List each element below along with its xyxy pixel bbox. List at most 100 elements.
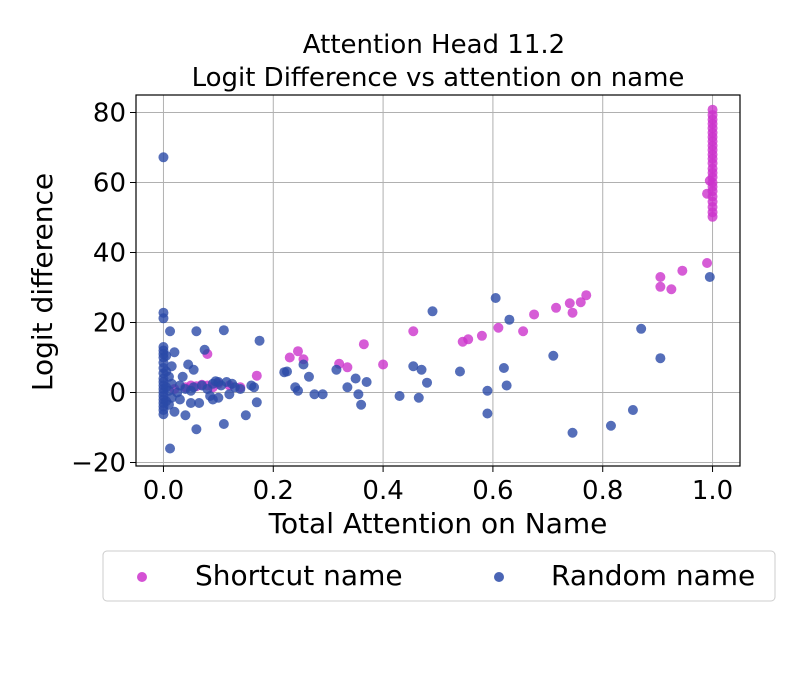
data-point-random-name: [394, 391, 405, 401]
data-point-random-name: [169, 347, 180, 358]
data-point-random-name: [636, 323, 647, 334]
data-point-random-name: [342, 382, 353, 393]
y-tick-label: 0: [109, 379, 126, 409]
data-point-shortcut-name: [342, 362, 353, 373]
series-random-name: [158, 152, 715, 454]
data-point-shortcut-name: [707, 104, 718, 115]
data-point-random-name: [185, 398, 196, 408]
data-point-random-name: [188, 382, 199, 393]
y-tick-label: 20: [93, 309, 126, 339]
data-point-shortcut-name: [567, 307, 578, 318]
data-point-random-name: [213, 392, 224, 403]
data-point-random-name: [218, 325, 229, 336]
data-point-random-name: [165, 443, 176, 454]
data-point-shortcut-name: [358, 339, 369, 350]
legend-marker-random-name: [494, 572, 504, 582]
data-point-random-name: [165, 326, 176, 337]
data-point-random-name: [350, 373, 361, 384]
x-axis-label: Total Attention on Name: [268, 507, 608, 540]
data-point-random-name: [249, 382, 260, 393]
data-point-random-name: [166, 361, 177, 372]
data-point-random-name: [254, 335, 265, 346]
data-point-random-name: [303, 371, 314, 382]
data-point-random-name: [454, 366, 465, 377]
data-point-shortcut-name: [575, 297, 586, 308]
data-point-random-name: [199, 344, 210, 355]
data-point-random-name: [353, 389, 364, 400]
data-point-random-name: [188, 364, 199, 375]
data-point-random-name: [317, 389, 328, 400]
data-point-random-name: [174, 394, 185, 405]
x-tick-label: 0.2: [253, 476, 294, 506]
y-tick-label: 40: [93, 239, 126, 269]
data-point-random-name: [158, 409, 169, 420]
data-point-random-name: [356, 399, 367, 410]
x-tick-label: 0.8: [582, 476, 623, 506]
data-point-shortcut-name: [463, 334, 474, 345]
data-point-shortcut-name: [551, 302, 562, 313]
axis-ticks: 0.0 0.2 0.4 0.6 0.8 1.0 −20 0 20 40 60 80: [71, 99, 733, 507]
data-point-shortcut-name: [655, 272, 666, 282]
data-point-shortcut-name: [677, 265, 688, 276]
y-axis-label: Logit difference: [26, 173, 59, 391]
x-tick-label: 1.0: [692, 476, 733, 506]
y-tick-label: 60: [93, 169, 126, 199]
data-point-random-name: [627, 405, 638, 415]
data-point-shortcut-name: [292, 346, 303, 357]
data-point-shortcut-name: [284, 352, 295, 363]
data-point-shortcut-name: [378, 359, 389, 370]
data-point-random-name: [408, 361, 419, 372]
data-point-random-name: [177, 371, 188, 382]
y-tick-label: −20: [71, 449, 126, 479]
data-point-shortcut-name: [529, 309, 540, 320]
data-point-random-name: [309, 389, 320, 400]
data-point-random-name: [235, 384, 246, 394]
x-tick-label: 0.6: [472, 476, 513, 506]
data-point-random-name: [169, 406, 180, 417]
data-point-random-name: [298, 359, 309, 370]
grid: [136, 95, 740, 466]
data-point-random-name: [224, 389, 235, 400]
data-point-random-name: [704, 272, 715, 282]
x-tick-label: 0.4: [362, 476, 403, 506]
data-point-shortcut-name: [518, 326, 529, 337]
data-point-shortcut-name: [493, 322, 504, 333]
data-point-shortcut-name: [666, 284, 677, 295]
data-point-shortcut-name: [564, 298, 575, 309]
data-point-random-name: [655, 353, 666, 364]
legend-marker-shortcut-name: [137, 572, 147, 582]
data-point-random-name: [567, 427, 578, 438]
data-point-random-name: [218, 419, 229, 429]
legend-label-random-name: Random name: [551, 559, 755, 592]
data-point-random-name: [251, 397, 262, 408]
data-point-random-name: [180, 410, 191, 421]
data-point-random-name: [166, 378, 177, 389]
legend: Shortcut name Random name: [102, 550, 776, 602]
chart-title: Attention Head 11.2: [303, 30, 565, 60]
data-points: [158, 104, 718, 454]
data-point-random-name: [292, 385, 303, 396]
data-point-shortcut-name: [702, 258, 713, 268]
data-point-random-name: [191, 424, 202, 435]
data-point-random-name: [482, 408, 493, 419]
data-point-random-name: [161, 350, 172, 361]
data-point-random-name: [498, 363, 509, 373]
data-point-random-name: [361, 377, 372, 387]
x-tick-label: 0.0: [143, 476, 184, 506]
data-point-random-name: [427, 306, 438, 317]
data-point-random-name: [482, 385, 493, 396]
data-point-random-name: [422, 377, 433, 388]
data-point-random-name: [605, 420, 616, 431]
plot-frame: [135, 94, 741, 467]
data-point-shortcut-name: [655, 281, 666, 292]
data-point-random-name: [194, 398, 205, 408]
data-point-random-name: [490, 293, 501, 303]
data-point-shortcut-name: [581, 290, 592, 301]
data-point-random-name: [501, 380, 512, 391]
data-point-random-name: [158, 152, 169, 163]
data-point-random-name: [282, 366, 292, 377]
data-point-shortcut-name: [408, 326, 419, 337]
data-point-shortcut-name: [251, 370, 262, 381]
data-point-random-name: [191, 326, 202, 337]
